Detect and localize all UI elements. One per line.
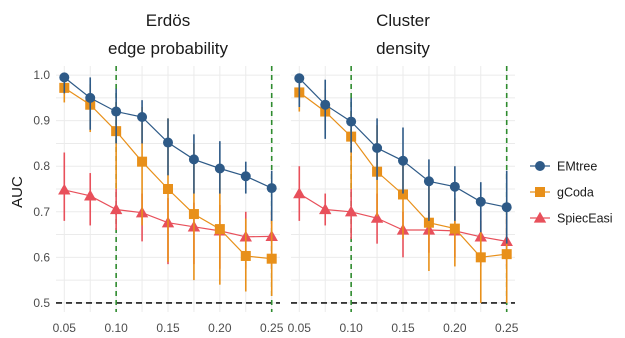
data-point — [266, 183, 277, 194]
x-tick-labels: 0.05 0.10 0.15 0.20 0.25 — [53, 321, 284, 335]
x-tick-label: 0.10 — [339, 321, 363, 335]
legend-entry-spieceasi: SpiecEasi — [530, 212, 613, 226]
y-tick-label: 0.9 — [33, 114, 50, 128]
legend: EMtree gCoda SpiecEasi — [530, 160, 613, 226]
x-tick-labels: 0.05 0.10 0.15 0.20 0.25 — [288, 321, 519, 335]
facet-title-line-2: density — [376, 39, 430, 58]
data-point — [214, 163, 225, 174]
data-point — [85, 92, 96, 103]
series-emtree — [59, 72, 277, 221]
x-tick-label: 0.15 — [391, 321, 415, 335]
data-point — [370, 211, 384, 223]
data-point — [109, 203, 123, 215]
y-tick-label: 0.6 — [33, 250, 50, 264]
data-point — [449, 181, 460, 192]
data-point — [84, 189, 97, 201]
x-tick-label: 0.25 — [260, 321, 284, 335]
legend-key-marker — [535, 161, 545, 171]
data-point — [214, 224, 225, 235]
data-point — [266, 253, 277, 264]
y-tick-label: 1.0 — [33, 68, 50, 82]
data-point — [137, 156, 148, 167]
series-emtree — [294, 73, 512, 244]
x-tick-label: 0.15 — [156, 321, 180, 335]
data-point — [346, 116, 357, 127]
facet-title-line-1: Cluster — [376, 11, 430, 30]
x-tick-label: 0.20 — [443, 321, 467, 335]
data-point — [344, 205, 358, 217]
data-point — [59, 72, 70, 83]
data-point — [137, 112, 148, 123]
data-point — [294, 73, 305, 84]
data-point — [188, 154, 199, 165]
data-marks — [58, 72, 278, 297]
data-point — [372, 143, 383, 153]
data-point — [319, 203, 332, 215]
x-tick-label: 0.10 — [104, 321, 128, 335]
data-point — [475, 196, 486, 207]
data-point — [501, 249, 512, 260]
data-point — [163, 184, 173, 194]
legend-label: SpiecEasi — [557, 212, 613, 226]
x-tick-label: 0.20 — [208, 321, 232, 335]
x-tick-label: 0.25 — [495, 321, 519, 335]
y-tick-label: 0.8 — [33, 159, 50, 173]
data-point — [501, 202, 512, 213]
y-axis-label: AUC — [9, 176, 26, 208]
data-point — [423, 217, 434, 228]
legend-label: gCoda — [557, 186, 594, 200]
y-tick-label: 0.5 — [33, 296, 50, 310]
data-point — [188, 209, 199, 220]
data-point — [475, 252, 486, 263]
data-point — [293, 187, 306, 199]
legend-key-marker — [533, 211, 547, 223]
facet-title-line-2: edge probability — [108, 39, 229, 58]
facet-cluster: Cluster density 0.05 0.10 0.15 0.20 0.25 — [288, 11, 519, 335]
legend-entry-gcoda: gCoda — [530, 186, 594, 200]
data-point — [320, 99, 331, 110]
data-marks — [293, 73, 513, 303]
y-tick-label: 0.7 — [33, 205, 50, 219]
legend-entry-emtree: EMtree — [530, 160, 597, 174]
data-point — [111, 106, 122, 117]
legend-label: EMtree — [557, 160, 597, 174]
facet-erdos: Erdös edge probability 0.05 0.10 0.15 0.20 0… — [33, 11, 283, 335]
data-point — [398, 155, 408, 166]
data-point — [58, 183, 71, 195]
y-tick-labels: 0.5 0.6 0.7 0.8 0.9 1.0 — [33, 68, 50, 310]
data-point — [449, 223, 460, 234]
x-tick-label: 0.05 — [288, 321, 312, 335]
data-point — [240, 250, 251, 261]
data-point — [163, 137, 173, 148]
facet-title-line-1: Erdös — [146, 11, 190, 30]
x-tick-label: 0.05 — [53, 321, 77, 335]
legend-key-marker — [535, 187, 545, 197]
data-point — [398, 189, 408, 200]
data-point — [423, 176, 434, 187]
data-point — [240, 171, 251, 182]
